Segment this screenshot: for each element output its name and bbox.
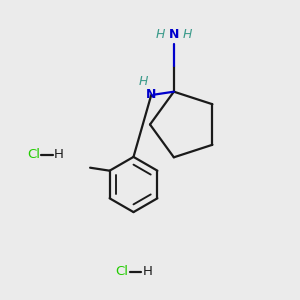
Text: H: H bbox=[139, 75, 148, 88]
Text: H: H bbox=[155, 28, 165, 41]
Text: Cl: Cl bbox=[27, 148, 40, 161]
Text: N: N bbox=[146, 88, 157, 101]
Text: Cl: Cl bbox=[116, 265, 128, 278]
Text: H: H bbox=[54, 148, 64, 161]
Text: N: N bbox=[169, 28, 179, 41]
Text: H: H bbox=[142, 265, 152, 278]
Text: H: H bbox=[183, 28, 192, 41]
